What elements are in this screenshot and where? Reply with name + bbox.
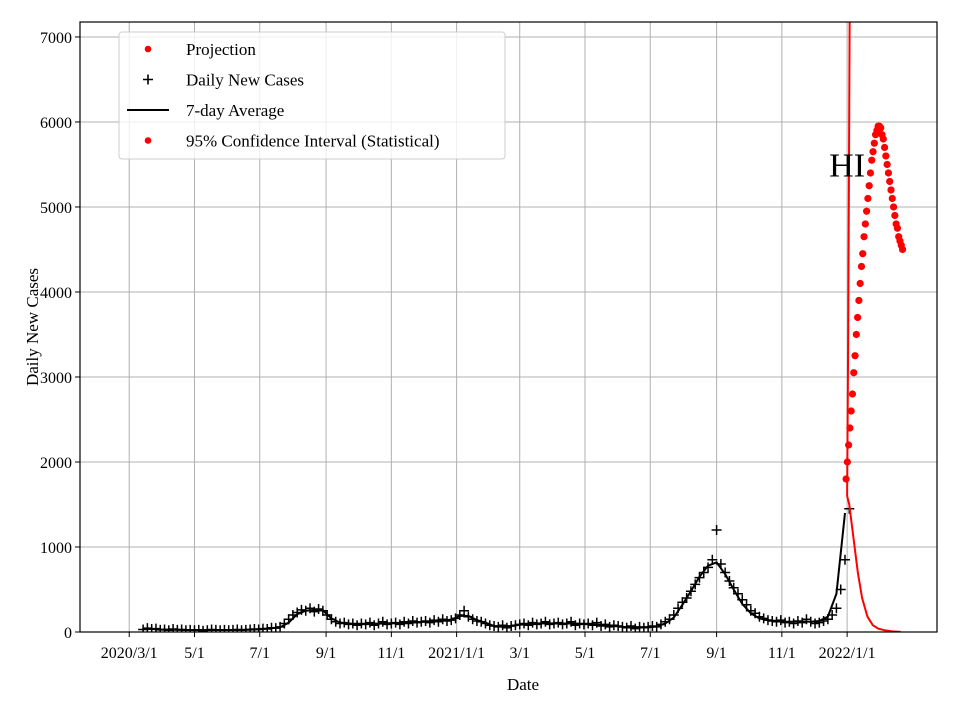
x-tick-label: 9/1 — [706, 645, 726, 662]
x-tick-label: 11/1 — [768, 645, 796, 662]
confidence-interval-point — [866, 169, 875, 177]
legend: Projection Daily New Cases 7-day Average 95… — [118, 31, 506, 160]
x-tick-label: 2020/3/1 — [101, 645, 158, 662]
legend-box — [118, 31, 506, 160]
y-tick-label: 3000 — [40, 370, 72, 387]
confidence-interval-point — [851, 352, 859, 360]
x-tick-label: 9/1 — [316, 645, 336, 662]
x-tick-label: 7/1 — [250, 645, 270, 662]
y-tick-label: 0 — [64, 625, 72, 642]
confidence-interval-point — [898, 245, 907, 254]
x-tick-label: 7/1 — [640, 645, 660, 662]
daily-cases-point — [626, 621, 637, 632]
y-tick-label: 6000 — [40, 115, 72, 132]
confidence-interval-point — [884, 169, 893, 177]
confidence-interval-point — [864, 194, 872, 203]
daily-cases-point — [831, 603, 842, 614]
y-tick-label: 1000 — [40, 540, 72, 557]
confidence-interval-point — [861, 220, 869, 228]
daily-cases-point — [407, 615, 418, 626]
confidence-interval-point — [860, 233, 868, 241]
confidence-interval-point — [893, 224, 902, 232]
x-tick-label: 11/1 — [377, 645, 405, 662]
confidence-interval-point — [887, 186, 895, 194]
legend-dot-icon — [144, 45, 152, 53]
daily-cases-point — [810, 618, 821, 629]
confidence-interval-point — [880, 143, 889, 152]
confidence-interval-point — [846, 424, 854, 432]
daily-cases-point — [711, 524, 722, 535]
projection-upper-line — [846, 22, 851, 496]
legend-label: 95% Confidence Interval (Statistical) — [186, 132, 440, 151]
legend-label: 7-day Average — [186, 101, 284, 120]
confidence-interval-point — [883, 160, 891, 169]
confidence-interval-point — [865, 182, 873, 190]
confidence-interval-point — [857, 262, 866, 271]
daily-cases-point — [814, 617, 825, 628]
seven-day-average-line — [143, 512, 846, 632]
x-axis-label: Date — [507, 675, 539, 694]
y-tick-label: 5000 — [40, 200, 72, 217]
confidence-interval-point — [888, 194, 896, 203]
daily-cases-point — [839, 554, 850, 565]
confidence-interval-point — [856, 279, 864, 288]
daily-cases-point — [369, 620, 380, 631]
confidence-interval-point — [843, 458, 851, 466]
x-tick-label: 5/1 — [184, 645, 204, 662]
x-tick-label: 3/1 — [510, 645, 530, 662]
confidence-interval-point — [879, 135, 887, 143]
daily-cases-point — [309, 606, 320, 617]
x-tick-label: 5/1 — [575, 645, 595, 662]
confidence-interval-point — [868, 156, 876, 164]
confidence-interval-point — [845, 441, 853, 449]
legend-label: Daily New Cases — [186, 71, 304, 90]
confidence-interval-point — [848, 390, 857, 398]
daily-cases-point — [459, 605, 470, 616]
region-annotation: HI — [829, 147, 865, 184]
y-tick-label: 7000 — [40, 30, 72, 47]
plot-marks: HI — [138, 22, 907, 632]
confidence-interval-point — [859, 250, 867, 258]
y-axis-label: Daily New Cases — [23, 268, 42, 386]
confidence-interval-point — [842, 475, 850, 483]
daily-cases-point — [394, 619, 405, 630]
confidence-interval-point — [852, 330, 860, 339]
confidence-interval-point — [847, 407, 855, 415]
plot-frame — [79, 21, 938, 633]
daily-cases-point — [788, 618, 799, 629]
daily-cases-point — [501, 622, 512, 632]
x-tick-label: 2021/1/1 — [428, 645, 485, 662]
confidence-interval-point — [870, 139, 878, 147]
confidence-interval-point — [862, 207, 871, 215]
x-tick-label: 2022/1/1 — [819, 645, 876, 662]
axis-ticks: 2020/3/1 5/1 7/1 9/1 11/1 2021/1/1 3/1 5/1 7/1 9/… — [40, 30, 876, 662]
confidence-interval-point — [869, 148, 877, 156]
daily-cases-point — [540, 616, 551, 627]
legend-plus-icon — [143, 74, 153, 85]
confidence-interval-point — [850, 369, 858, 377]
daily-cases-point — [497, 620, 508, 631]
daily-cases-point — [377, 616, 388, 627]
confidence-interval-point — [886, 177, 894, 186]
confidence-interval-point — [891, 211, 899, 220]
daily-cases-point — [703, 562, 714, 573]
legend-label: Projection — [186, 40, 256, 59]
y-tick-label: 2000 — [40, 455, 72, 472]
confidence-interval-point — [855, 296, 863, 305]
confidence-interval-point — [882, 152, 890, 160]
daily-cases-point — [570, 620, 581, 631]
y-tick-label: 4000 — [40, 285, 72, 302]
confidence-interval-point — [854, 313, 862, 322]
confidence-interval-point — [877, 124, 885, 132]
legend-dot-icon — [144, 137, 152, 144]
daily-cases-point — [364, 617, 375, 628]
projection-lower-line — [846, 495, 901, 632]
confidence-interval-point — [889, 203, 898, 211]
